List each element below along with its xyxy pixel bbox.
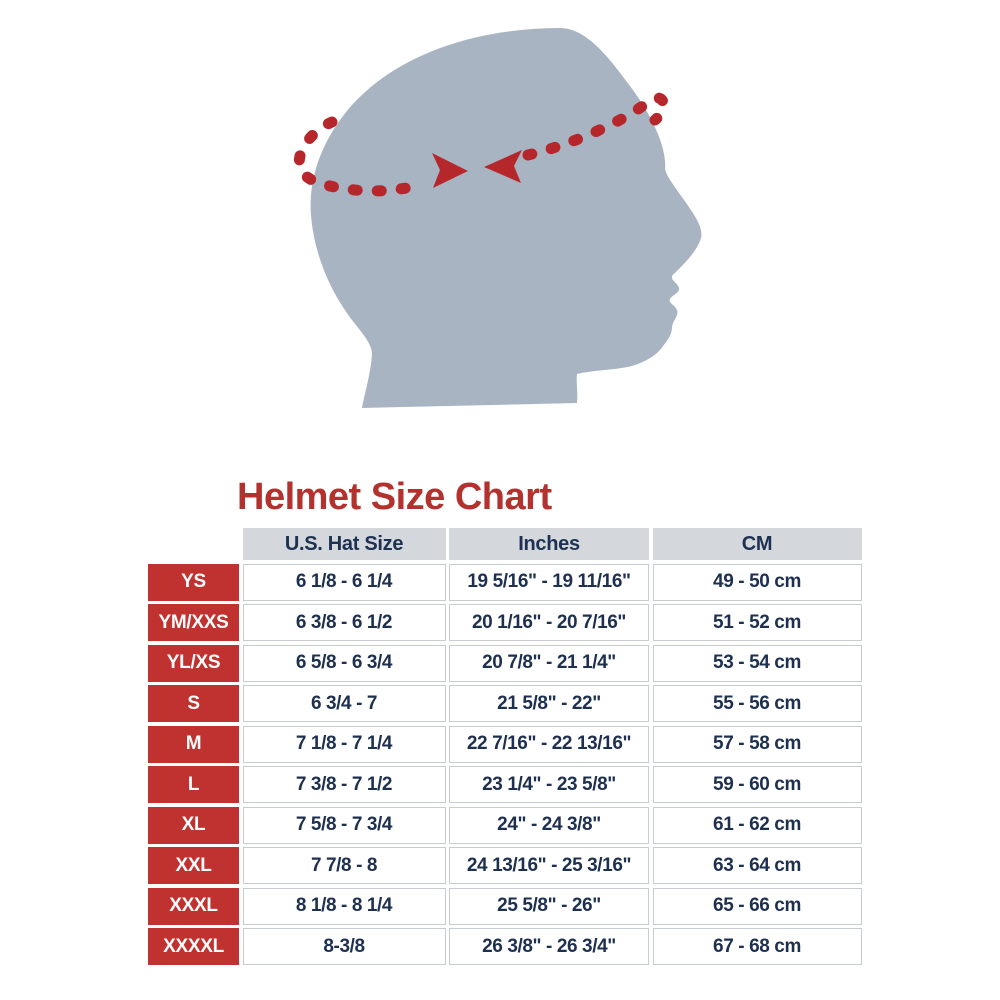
row-label-ys: YS — [148, 563, 239, 601]
row-label-ym-xxs: YM/XXS — [148, 604, 239, 641]
row-label-xxxl: XXXL — [148, 887, 239, 925]
row-label-s: S — [148, 685, 239, 722]
cell-ym-xxs-cm: 51 - 52 cm — [652, 604, 862, 641]
cell-s-inches: 21 5/8" - 22" — [449, 685, 649, 722]
cell-xxxxl-inches: 26 3/8" - 26 3/4" — [449, 928, 649, 965]
arrow-left-icon — [484, 150, 522, 183]
row-label-yl-xs: YL/XS — [148, 644, 239, 682]
cell-m-cm: 57 - 58 cm — [652, 725, 862, 763]
cell-xl-inches: 24" - 24 3/8" — [449, 806, 649, 844]
head-measurement-illustration — [293, 28, 702, 408]
cell-xxxl-cm: 65 - 66 cm — [652, 887, 862, 925]
cell-xxxxl-cm: 67 - 68 cm — [652, 928, 862, 965]
cell-ys-hat-size: 6 1/8 - 6 1/4 — [242, 563, 446, 601]
cell-l-cm: 59 - 60 cm — [652, 766, 862, 803]
cell-xxl-inches: 24 13/16" - 25 3/16" — [449, 847, 649, 884]
cell-s-cm: 55 - 56 cm — [652, 685, 862, 722]
row-label-xxl: XXL — [148, 847, 239, 884]
cell-yl-xs-inches: 20 7/8" - 21 1/4" — [449, 644, 649, 682]
cell-ym-xxs-inches: 20 1/16" - 20 7/16" — [449, 604, 649, 641]
page-title: Helmet Size Chart — [237, 476, 552, 518]
cell-yl-xs-hat-size: 6 5/8 - 6 3/4 — [242, 644, 446, 682]
cell-m-inches: 22 7/16" - 22 13/16" — [449, 725, 649, 763]
row-label-m: M — [148, 725, 239, 763]
column-header-inches: Inches — [449, 528, 649, 560]
cell-xxl-hat-size: 7 7/8 - 8 — [242, 847, 446, 884]
cell-ys-inches: 19 5/16" - 19 11/16" — [449, 563, 649, 601]
cell-m-hat-size: 7 1/8 - 7 1/4 — [242, 725, 446, 763]
cell-xl-hat-size: 7 5/8 - 7 3/4 — [242, 806, 446, 844]
helmet-size-table: U.S. Hat Size Inches CM YS 6 1/8 - 6 1/4… — [148, 528, 862, 965]
cell-xxl-cm: 63 - 64 cm — [652, 847, 862, 884]
cell-ys-cm: 49 - 50 cm — [652, 563, 862, 601]
cell-xxxl-inches: 25 5/8" - 26" — [449, 887, 649, 925]
cell-l-hat-size: 7 3/8 - 7 1/2 — [242, 766, 446, 803]
cell-xl-cm: 61 - 62 cm — [652, 806, 862, 844]
cell-xxxxl-hat-size: 8-3/8 — [242, 928, 446, 965]
cell-s-hat-size: 6 3/4 - 7 — [242, 685, 446, 722]
column-header-cm: CM — [652, 528, 862, 560]
cell-l-inches: 23 1/4" - 23 5/8" — [449, 766, 649, 803]
cell-xxxl-hat-size: 8 1/8 - 8 1/4 — [242, 887, 446, 925]
measuring-band-lower-arc — [293, 116, 427, 197]
row-label-xl: XL — [148, 806, 239, 844]
cell-ym-xxs-hat-size: 6 3/8 - 6 1/2 — [242, 604, 446, 641]
arrow-right-icon — [432, 153, 468, 188]
measuring-band-upper-arc — [522, 92, 670, 161]
table-corner-spacer — [148, 528, 239, 560]
column-header-us-hat-size: U.S. Hat Size — [242, 528, 446, 560]
row-label-xxxxl: XXXXL — [148, 928, 239, 965]
row-label-l: L — [148, 766, 239, 803]
head-silhouette — [310, 28, 702, 408]
cell-yl-xs-cm: 53 - 54 cm — [652, 644, 862, 682]
